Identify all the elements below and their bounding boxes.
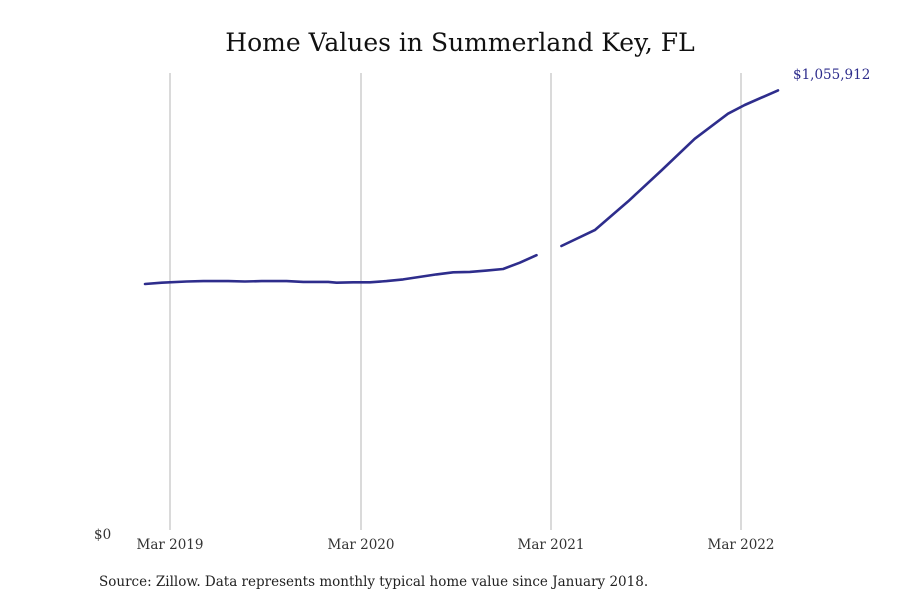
y-tick-label-zero: $0 bbox=[94, 527, 111, 543]
series-line-segment-1 bbox=[143, 253, 538, 286]
gridlines bbox=[169, 73, 742, 530]
source-note: Source: Zillow. Data represents monthly … bbox=[99, 574, 648, 590]
x-tick-label: Mar 2020 bbox=[328, 537, 395, 553]
series-line-segment-2 bbox=[560, 89, 780, 248]
series-lines bbox=[143, 89, 780, 286]
x-tick-label: Mar 2019 bbox=[137, 537, 204, 553]
x-tick-label: Mar 2021 bbox=[518, 537, 585, 553]
x-tick-label: Mar 2022 bbox=[708, 537, 775, 553]
end-value-label: $1,055,912 bbox=[793, 67, 870, 83]
x-axis-ticks: Mar 2019 Mar 2020 Mar 2021 Mar 2022 bbox=[137, 537, 775, 553]
chart-title: Home Values in Summerland Key, FL bbox=[225, 28, 694, 57]
